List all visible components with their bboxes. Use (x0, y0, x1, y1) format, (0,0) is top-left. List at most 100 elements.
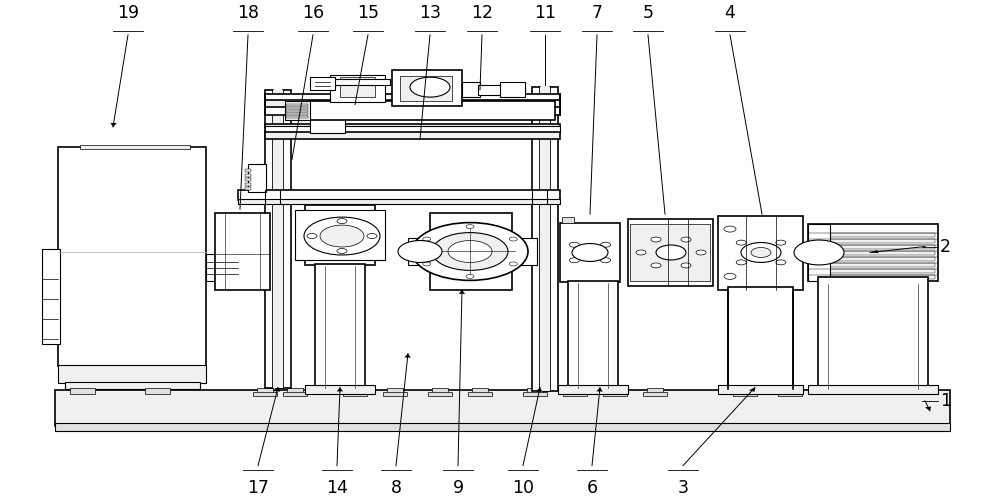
Circle shape (304, 217, 380, 255)
Bar (607, 388, 623, 394)
Circle shape (601, 242, 611, 247)
Bar (283, 90, 291, 388)
Bar (810, 233, 935, 237)
Polygon shape (536, 387, 542, 391)
Circle shape (794, 240, 844, 265)
Polygon shape (110, 123, 117, 127)
Polygon shape (870, 250, 878, 253)
Bar (265, 90, 273, 388)
Bar (310, 101, 555, 120)
Circle shape (398, 241, 442, 262)
Bar (810, 251, 935, 255)
Polygon shape (925, 406, 931, 411)
Polygon shape (596, 387, 603, 391)
Bar (265, 124, 560, 127)
Bar (215, 213, 270, 290)
Bar (810, 275, 935, 279)
Text: 10: 10 (512, 479, 534, 497)
Bar (810, 263, 935, 267)
Circle shape (307, 234, 317, 239)
Circle shape (736, 260, 746, 265)
Bar (248, 164, 266, 192)
Circle shape (410, 77, 450, 97)
Circle shape (776, 240, 786, 245)
Circle shape (696, 250, 706, 255)
Bar (70, 388, 95, 394)
Text: 16: 16 (302, 4, 324, 22)
Bar (523, 392, 547, 396)
Bar (257, 388, 273, 394)
Bar (265, 107, 560, 115)
Polygon shape (274, 387, 280, 391)
Circle shape (681, 237, 691, 242)
Circle shape (724, 226, 736, 232)
Bar (265, 126, 560, 133)
Circle shape (572, 244, 608, 261)
Bar (737, 388, 753, 394)
Circle shape (367, 234, 377, 239)
Circle shape (423, 237, 431, 241)
Text: 19: 19 (117, 4, 139, 22)
Bar (343, 392, 367, 396)
Bar (432, 388, 448, 394)
Circle shape (724, 273, 736, 279)
Text: 3: 3 (678, 479, 688, 497)
Bar (560, 223, 620, 282)
Bar (428, 392, 452, 396)
Bar (818, 277, 928, 389)
Bar (286, 104, 308, 106)
Text: 8: 8 (390, 479, 402, 497)
Bar (718, 385, 803, 394)
Bar (500, 82, 525, 97)
Bar (808, 224, 830, 281)
Bar (515, 86, 525, 94)
Bar (628, 219, 713, 286)
Bar (387, 388, 403, 394)
Circle shape (448, 241, 492, 262)
Bar (527, 388, 543, 394)
Bar (245, 169, 251, 172)
Bar (330, 79, 390, 85)
Bar (540, 87, 550, 391)
Bar (400, 76, 452, 101)
Circle shape (466, 274, 474, 278)
Bar (245, 183, 251, 186)
Bar (568, 281, 618, 388)
Bar (408, 238, 433, 265)
Polygon shape (404, 354, 411, 358)
Bar (808, 385, 938, 394)
Bar (563, 392, 587, 396)
Bar (55, 390, 950, 426)
Circle shape (337, 249, 347, 253)
Circle shape (656, 245, 686, 260)
Circle shape (741, 243, 781, 262)
Bar (562, 217, 574, 223)
Bar (728, 287, 793, 389)
Bar (238, 190, 560, 200)
Bar (265, 100, 560, 109)
Bar (542, 87, 550, 391)
Circle shape (432, 233, 508, 270)
Bar (286, 110, 308, 112)
Bar (238, 199, 560, 204)
Circle shape (569, 258, 579, 263)
Bar (80, 145, 190, 149)
Bar (550, 87, 558, 391)
Bar (558, 385, 628, 394)
Bar (468, 392, 492, 396)
Bar (283, 392, 307, 396)
Bar (647, 388, 663, 394)
Text: 1: 1 (940, 392, 951, 410)
Circle shape (509, 237, 517, 241)
Bar (472, 388, 488, 394)
Text: 2: 2 (940, 238, 951, 255)
Bar (430, 213, 512, 290)
Bar (603, 392, 627, 396)
Text: 15: 15 (357, 4, 379, 22)
Bar (810, 245, 935, 249)
Text: 7: 7 (592, 4, 602, 22)
Bar (273, 90, 283, 388)
Text: 14: 14 (326, 479, 348, 497)
Text: 12: 12 (471, 4, 493, 22)
Bar (265, 94, 560, 101)
